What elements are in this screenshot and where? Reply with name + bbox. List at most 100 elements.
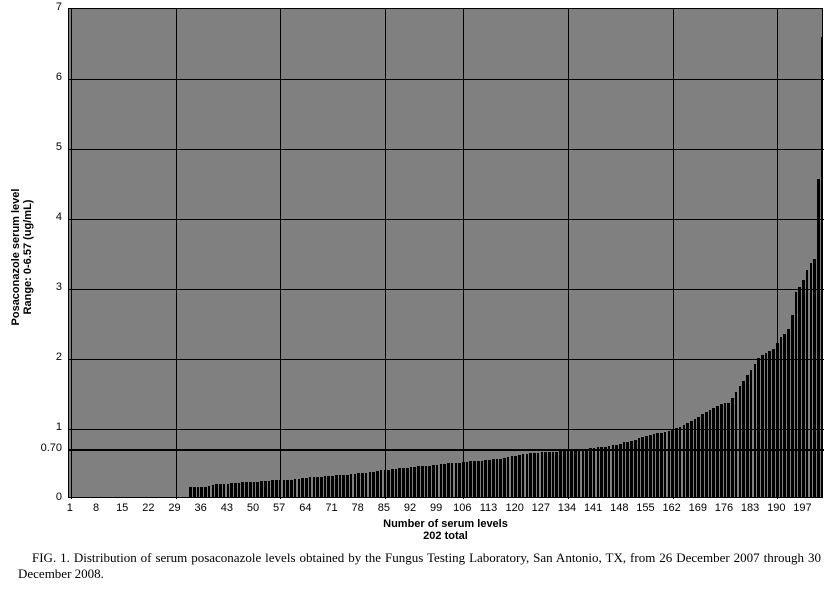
- bar: [215, 484, 218, 497]
- x-tick-label: 71: [320, 502, 344, 514]
- bar: [455, 463, 458, 497]
- x-tick-label: 127: [529, 502, 553, 514]
- bar: [200, 487, 203, 498]
- bar: [361, 473, 364, 497]
- bar: [496, 459, 499, 497]
- bar: [324, 476, 327, 497]
- x-tick-label: 162: [660, 502, 684, 514]
- bar: [526, 454, 529, 497]
- x-tick-label: 99: [424, 502, 448, 514]
- bar: [271, 480, 274, 497]
- bar: [768, 351, 771, 497]
- bar: [230, 483, 233, 497]
- bar: [354, 474, 357, 497]
- bar: [264, 481, 267, 497]
- bar: [484, 460, 487, 497]
- bar: [570, 450, 573, 497]
- y-tick-label: 2: [56, 351, 62, 363]
- bar: [716, 406, 719, 497]
- bar: [619, 444, 622, 497]
- bar: [511, 456, 514, 497]
- x-tick-label: 141: [581, 502, 605, 514]
- bar: [552, 452, 555, 498]
- bar: [742, 381, 745, 497]
- vertical-gridline: [463, 9, 464, 499]
- x-tick-label: 134: [555, 502, 579, 514]
- bar: [402, 468, 405, 497]
- vertical-gridline: [71, 9, 72, 499]
- bar: [612, 445, 615, 497]
- bar: [481, 461, 484, 497]
- x-tick-label: 113: [476, 502, 500, 514]
- bar: [664, 432, 667, 497]
- bar: [406, 468, 409, 497]
- x-tick-label: 57: [267, 502, 291, 514]
- bar: [776, 343, 779, 497]
- bar: [757, 358, 760, 497]
- bar: [346, 475, 349, 497]
- bar: [372, 472, 375, 497]
- bar: [608, 446, 611, 497]
- x-tick-label: 85: [372, 502, 396, 514]
- bar: [395, 469, 398, 497]
- bar: [522, 454, 525, 497]
- bar: [503, 458, 506, 497]
- bar: [739, 386, 742, 497]
- bar: [724, 403, 727, 497]
- y-tick-label: 3: [56, 281, 62, 293]
- bar: [727, 403, 730, 498]
- bar: [645, 436, 648, 497]
- bar: [600, 447, 603, 497]
- bar: [559, 451, 562, 497]
- bar: [421, 466, 424, 497]
- bar: [802, 280, 805, 497]
- y-axis-title-line1: Posaconazole serum level: [10, 189, 22, 326]
- bar: [219, 484, 222, 497]
- bar: [260, 481, 263, 497]
- x-tick-label: 22: [136, 502, 160, 514]
- bar: [234, 483, 237, 497]
- bar: [469, 461, 472, 497]
- y-tick-label: 1: [56, 421, 62, 433]
- bar: [305, 478, 308, 497]
- bar: [780, 337, 783, 497]
- vertical-gridline: [673, 9, 674, 499]
- x-tick-label: 148: [607, 502, 631, 514]
- bar: [197, 487, 200, 497]
- x-axis-title-line2: 202 total: [423, 530, 468, 542]
- bar: [720, 404, 723, 497]
- bar: [626, 442, 629, 497]
- x-axis-title: Number of serum levels 202 total: [68, 518, 823, 542]
- y-tick-label: 5: [56, 141, 62, 153]
- vertical-gridline: [385, 9, 386, 499]
- bar: [256, 482, 259, 497]
- bar: [585, 449, 588, 497]
- y-tick-label: 7: [56, 1, 62, 13]
- bar: [193, 487, 196, 497]
- bar: [810, 263, 813, 498]
- bar: [518, 455, 521, 497]
- bar: [641, 437, 644, 497]
- bar: [638, 438, 641, 497]
- horizontal-gridline: [69, 79, 824, 80]
- bar: [413, 467, 416, 497]
- bar: [466, 462, 469, 497]
- y-axis-title-line2: Range: 0-6.57 (ug/mL): [22, 200, 34, 315]
- bar: [544, 452, 547, 497]
- bar: [245, 482, 248, 497]
- bar: [384, 470, 387, 497]
- bar: [597, 447, 600, 497]
- bar: [477, 461, 480, 497]
- bar: [529, 453, 532, 497]
- x-tick-label: 155: [633, 502, 657, 514]
- plot-area: [68, 8, 823, 498]
- bar: [350, 474, 353, 497]
- bar: [335, 475, 338, 497]
- x-tick-label: 92: [398, 502, 422, 514]
- x-tick-label: 36: [189, 502, 213, 514]
- x-tick-label: 15: [110, 502, 134, 514]
- bar: [795, 292, 798, 497]
- bar: [432, 465, 435, 497]
- x-tick-label: 176: [712, 502, 736, 514]
- bar: [817, 179, 820, 498]
